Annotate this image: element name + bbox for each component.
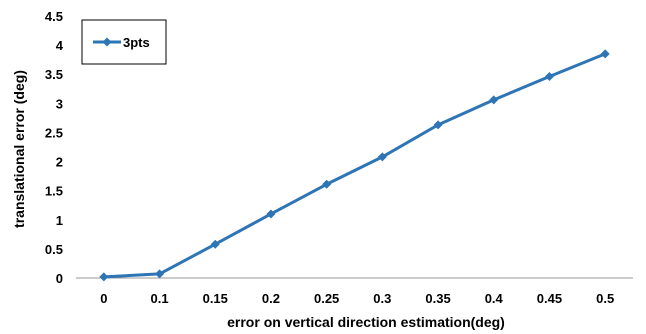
y-axis-ticks: 0 0.5 1 1.5 2 2.5 3 3.5 4 4.5 bbox=[45, 9, 64, 286]
data-point bbox=[377, 152, 387, 162]
x-tick-label: 0.25 bbox=[314, 291, 339, 306]
x-tick-label: 0.5 bbox=[596, 291, 614, 306]
data-point bbox=[322, 179, 332, 189]
x-tick-label: 0.15 bbox=[203, 291, 228, 306]
series-layer bbox=[99, 49, 610, 282]
x-tick-label: 0 bbox=[100, 291, 107, 306]
x-tick-label: 0.45 bbox=[537, 291, 562, 306]
data-point bbox=[600, 49, 610, 59]
y-tick-label: 1.5 bbox=[45, 184, 63, 199]
x-axis-ticks: 0 0.1 0.15 0.2 0.25 0.3 0.35 0.4 0.45 0.5 bbox=[100, 291, 614, 306]
data-point bbox=[266, 209, 276, 219]
x-tick-label: 0.3 bbox=[373, 291, 391, 306]
y-tick-label: 4 bbox=[56, 38, 64, 53]
legend-label: 3pts bbox=[123, 35, 150, 50]
data-point bbox=[544, 72, 554, 82]
y-tick-label: 2 bbox=[56, 155, 63, 170]
data-point bbox=[210, 239, 220, 249]
y-tick-label: 1 bbox=[56, 213, 63, 228]
x-tick-label: 0.35 bbox=[425, 291, 450, 306]
data-point bbox=[99, 272, 109, 282]
y-tick-label: 4.5 bbox=[45, 9, 63, 24]
data-point bbox=[155, 269, 165, 279]
x-tick-label: 0.4 bbox=[485, 291, 504, 306]
x-tick-label: 0.1 bbox=[151, 291, 169, 306]
y-tick-label: 0.5 bbox=[45, 242, 63, 257]
y-tick-label: 0 bbox=[56, 271, 63, 286]
legend: 3pts bbox=[81, 19, 167, 65]
legend-marker bbox=[102, 37, 112, 47]
data-point bbox=[489, 95, 499, 105]
x-tick-label: 0.2 bbox=[262, 291, 280, 306]
data-point bbox=[433, 120, 443, 130]
x-axis-title: error on vertical direction estimation(d… bbox=[227, 314, 505, 330]
y-axis-title: translational error (deg) bbox=[11, 70, 27, 228]
y-tick-label: 3 bbox=[56, 96, 63, 111]
series-line bbox=[103, 52, 606, 279]
y-tick-label: 2.5 bbox=[45, 125, 63, 140]
y-tick-label: 3.5 bbox=[45, 67, 63, 82]
